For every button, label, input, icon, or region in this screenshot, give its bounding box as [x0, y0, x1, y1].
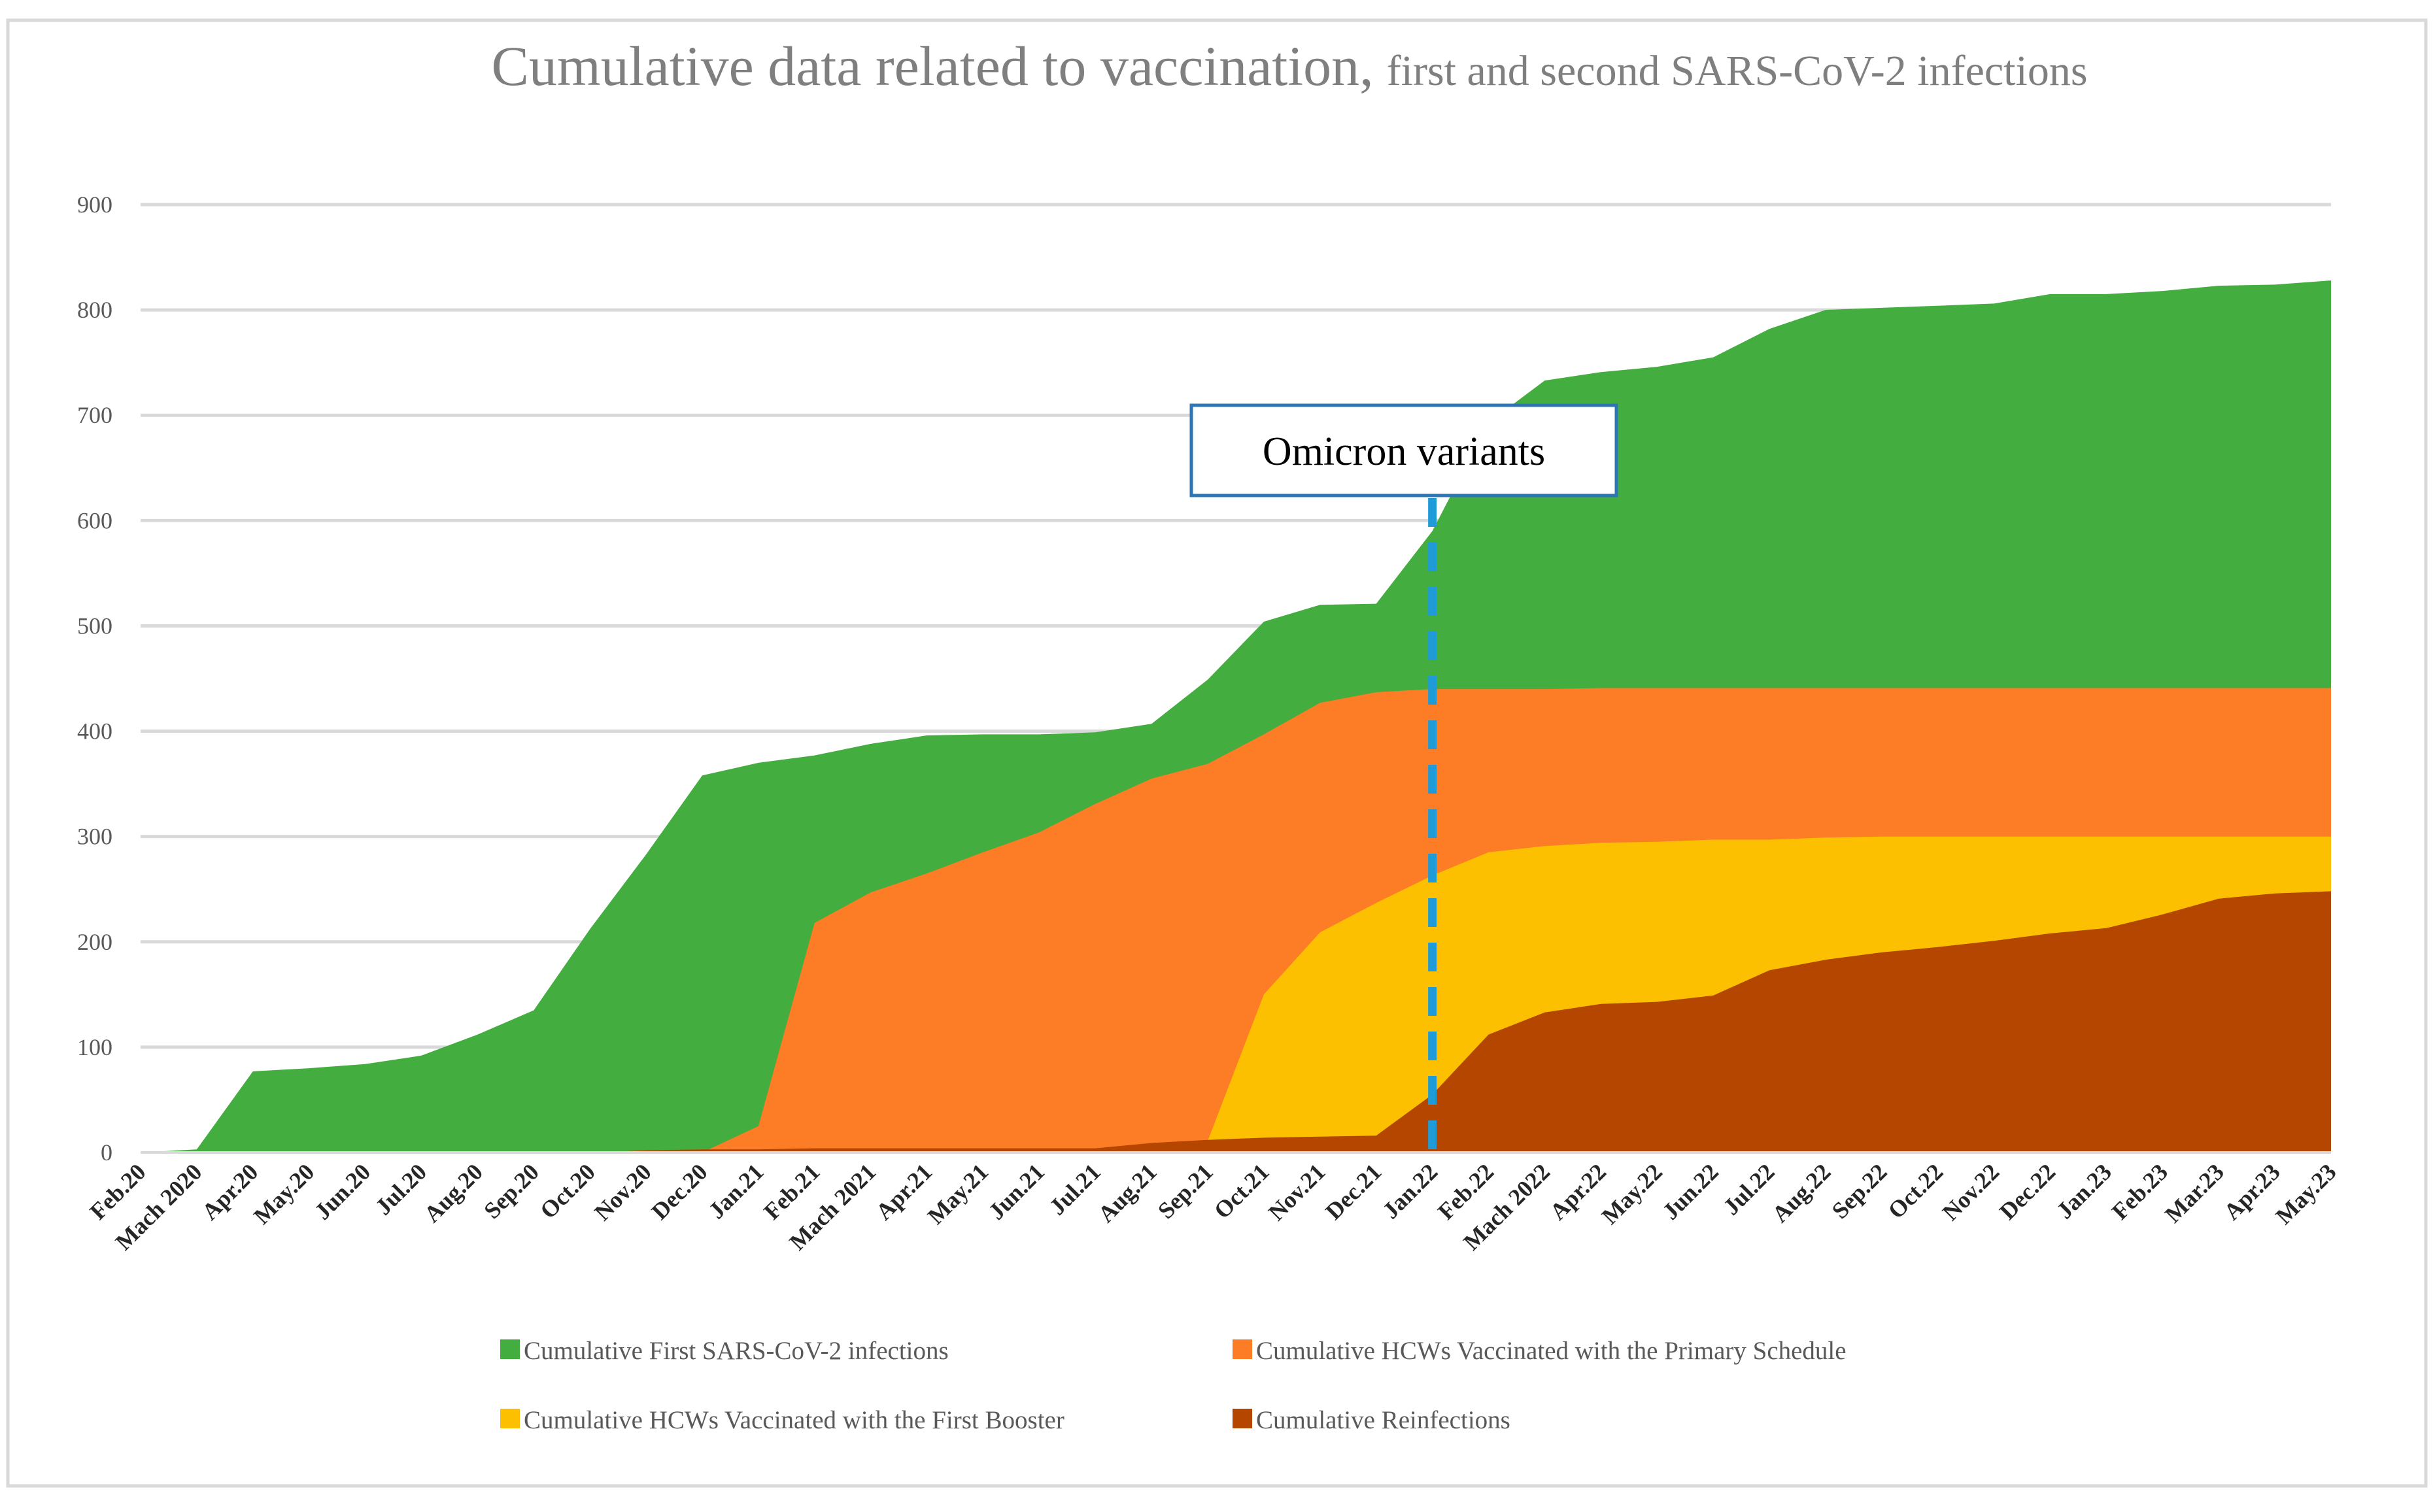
legend-layer: Cumulative First SARS-CoV-2 infections Cu… [500, 1337, 1847, 1434]
y-tick-label: 800 [77, 297, 112, 323]
chart-title: Cumulative data related to vaccination, … [491, 35, 2087, 97]
chart-title-suffix: first and second SARS-CoV-2 infections [1387, 47, 2088, 95]
y-tick-label: 400 [77, 718, 112, 745]
y-tick-label: 700 [77, 402, 112, 428]
area-series-4 [141, 891, 2331, 1152]
legend-label: Cumulative First SARS-CoV-2 infections [524, 1337, 949, 1365]
annotation-layer: Omicron variants [1189, 403, 1618, 1152]
legend-swatch [1233, 1339, 1252, 1359]
legend-swatch [500, 1409, 520, 1428]
y-tick-label: 100 [77, 1034, 112, 1060]
omicron-annotation-box [1189, 403, 1618, 497]
y-tick-label: 500 [77, 613, 112, 639]
chart-title-main: Cumulative data related to vaccination, [491, 35, 1373, 97]
y-tick-label: 300 [77, 824, 112, 850]
y-tick-label: 0 [101, 1139, 112, 1166]
legend-swatch [500, 1339, 520, 1359]
legend-label: Cumulative HCWs Vaccinated with the Firs… [524, 1406, 1064, 1434]
y-tick-label: 600 [77, 507, 112, 533]
legend-label: Cumulative Reinfections [1256, 1406, 1510, 1434]
area-layer [141, 280, 2331, 1152]
y-tick-label: 200 [77, 929, 112, 955]
legend-swatch [1233, 1409, 1252, 1428]
legend-label: Cumulative HCWs Vaccinated with the Prim… [1256, 1337, 1847, 1365]
omicron-annotation-label: Omicron variants [1263, 429, 1545, 474]
y-tick-label: 900 [77, 192, 112, 218]
